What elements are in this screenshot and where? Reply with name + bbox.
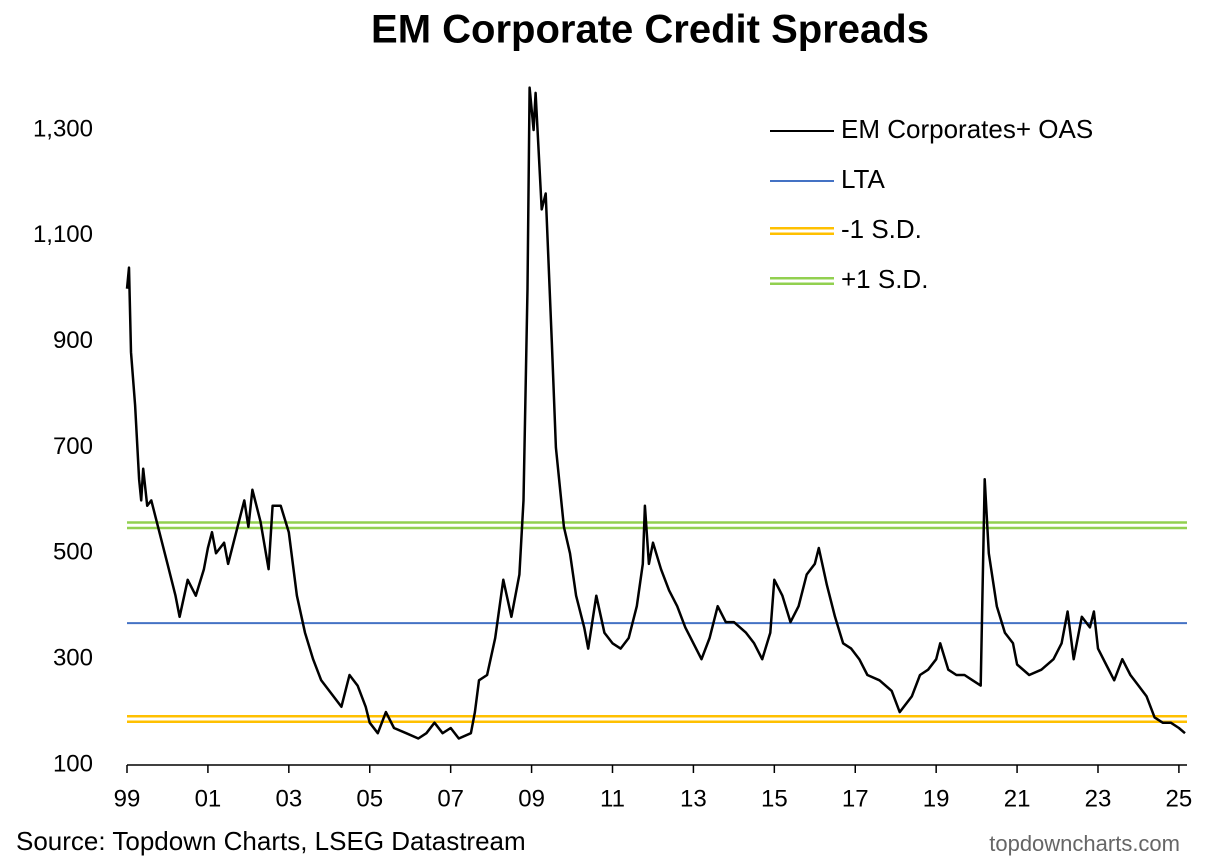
y-tick-label: 1,100 xyxy=(33,221,93,248)
x-tick-label: 25 xyxy=(1166,785,1193,812)
legend-label: -1 S.D. xyxy=(841,214,922,244)
watermark: topdowncharts.com xyxy=(989,831,1180,856)
y-tick-label: 300 xyxy=(53,645,93,672)
y-tick-label: 700 xyxy=(53,433,93,460)
x-tick-label: 11 xyxy=(600,785,625,812)
x-tick-label: 13 xyxy=(680,785,707,812)
legend-label: LTA xyxy=(841,164,885,194)
legend-label: EM Corporates+ OAS xyxy=(841,114,1093,144)
y-tick-label: 900 xyxy=(53,327,93,354)
y-tick-label: 100 xyxy=(53,750,93,777)
x-tick-label: 23 xyxy=(1085,785,1112,812)
x-tick-label: 05 xyxy=(356,785,383,812)
x-tick-label: 01 xyxy=(195,785,222,812)
series-line xyxy=(125,86,1186,740)
chart-title: EM Corporate Credit Spreads xyxy=(371,8,929,52)
x-tick-label: 21 xyxy=(1004,785,1031,812)
x-tick-label: 19 xyxy=(923,785,950,812)
x-tick-label: 03 xyxy=(275,785,302,812)
x-tick-label: 07 xyxy=(437,785,464,812)
source: Source: Topdown Charts, LSEG Datastream xyxy=(16,826,526,856)
x-tick-label: 17 xyxy=(842,785,869,812)
y-tick-label: 500 xyxy=(53,539,93,566)
x-tick-label: 99 xyxy=(114,785,141,812)
x-tick-label: 09 xyxy=(518,785,545,812)
legend-label: +1 S.D. xyxy=(841,264,928,294)
x-tick-label: 15 xyxy=(761,785,788,812)
y-tick-label: 1,300 xyxy=(33,115,93,142)
